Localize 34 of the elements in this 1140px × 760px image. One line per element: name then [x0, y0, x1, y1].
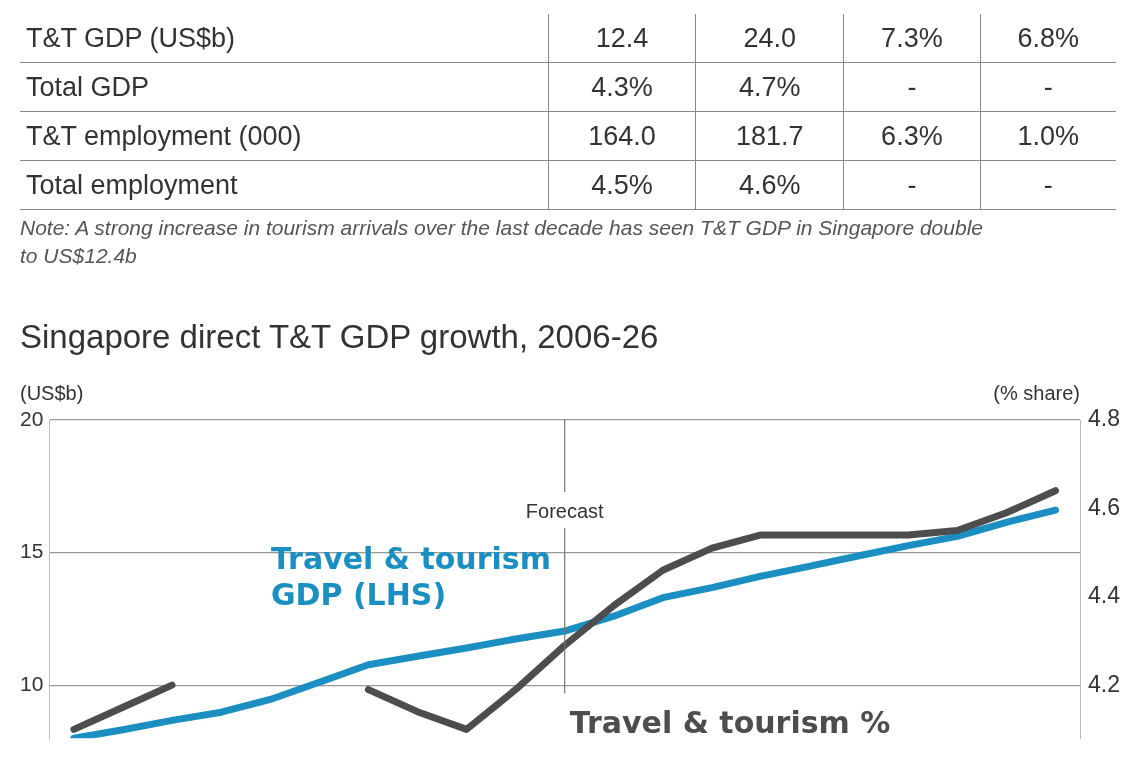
- chart-title: Singapore direct T&T GDP growth, 2006-26: [20, 318, 659, 356]
- category-label: Total GDP: [20, 62, 549, 112]
- data-label: 4.3%: [548, 62, 696, 112]
- category-label: T&T GDP (US$b): [20, 14, 549, 63]
- data-label: -: [843, 160, 981, 210]
- category-label: Total employment: [20, 160, 549, 210]
- data-label: 12.4: [548, 14, 696, 63]
- y2-tick-label: 4.8: [1088, 405, 1121, 432]
- y2-tick-label: 4.6: [1088, 493, 1121, 520]
- series-label: Travel & tourism %: [569, 705, 891, 741]
- y2-tick-label: 4.2: [1088, 670, 1121, 697]
- y2-axis-title: (% share): [993, 381, 1081, 404]
- annotation: Forecast: [525, 499, 605, 522]
- category-label: T&T employment (000): [20, 111, 549, 161]
- data-label: 6.3%: [843, 111, 981, 161]
- data-label: 4.6%: [695, 160, 844, 210]
- data-label: 1.0%: [980, 111, 1116, 161]
- series-label: Travel & tourism GDP (LHS): [270, 540, 551, 612]
- data-label: 181.7: [695, 111, 844, 161]
- data-label: 164.0: [548, 111, 696, 161]
- data-label: 4.5%: [548, 160, 696, 210]
- data-label: 7.3%: [843, 14, 981, 63]
- data-label: 6.8%: [980, 14, 1116, 63]
- y-axis-title: (US$b): [20, 381, 84, 404]
- y-tick-label: 15: [20, 539, 44, 563]
- y-tick-label: 10: [20, 671, 44, 695]
- data-label: -: [980, 160, 1116, 210]
- data-label: -: [980, 62, 1116, 112]
- y-tick-label: 20: [20, 406, 44, 430]
- y2-tick-label: 4.4: [1088, 582, 1121, 609]
- text: Note: A strong increase in tourism arrivals over the last decade has seen T&T GDP in Singapore double to US$12.4b: [20, 215, 984, 269]
- data-label: -: [843, 62, 981, 112]
- data-label: 24.0: [695, 14, 844, 63]
- data-label: 4.7%: [695, 62, 844, 112]
